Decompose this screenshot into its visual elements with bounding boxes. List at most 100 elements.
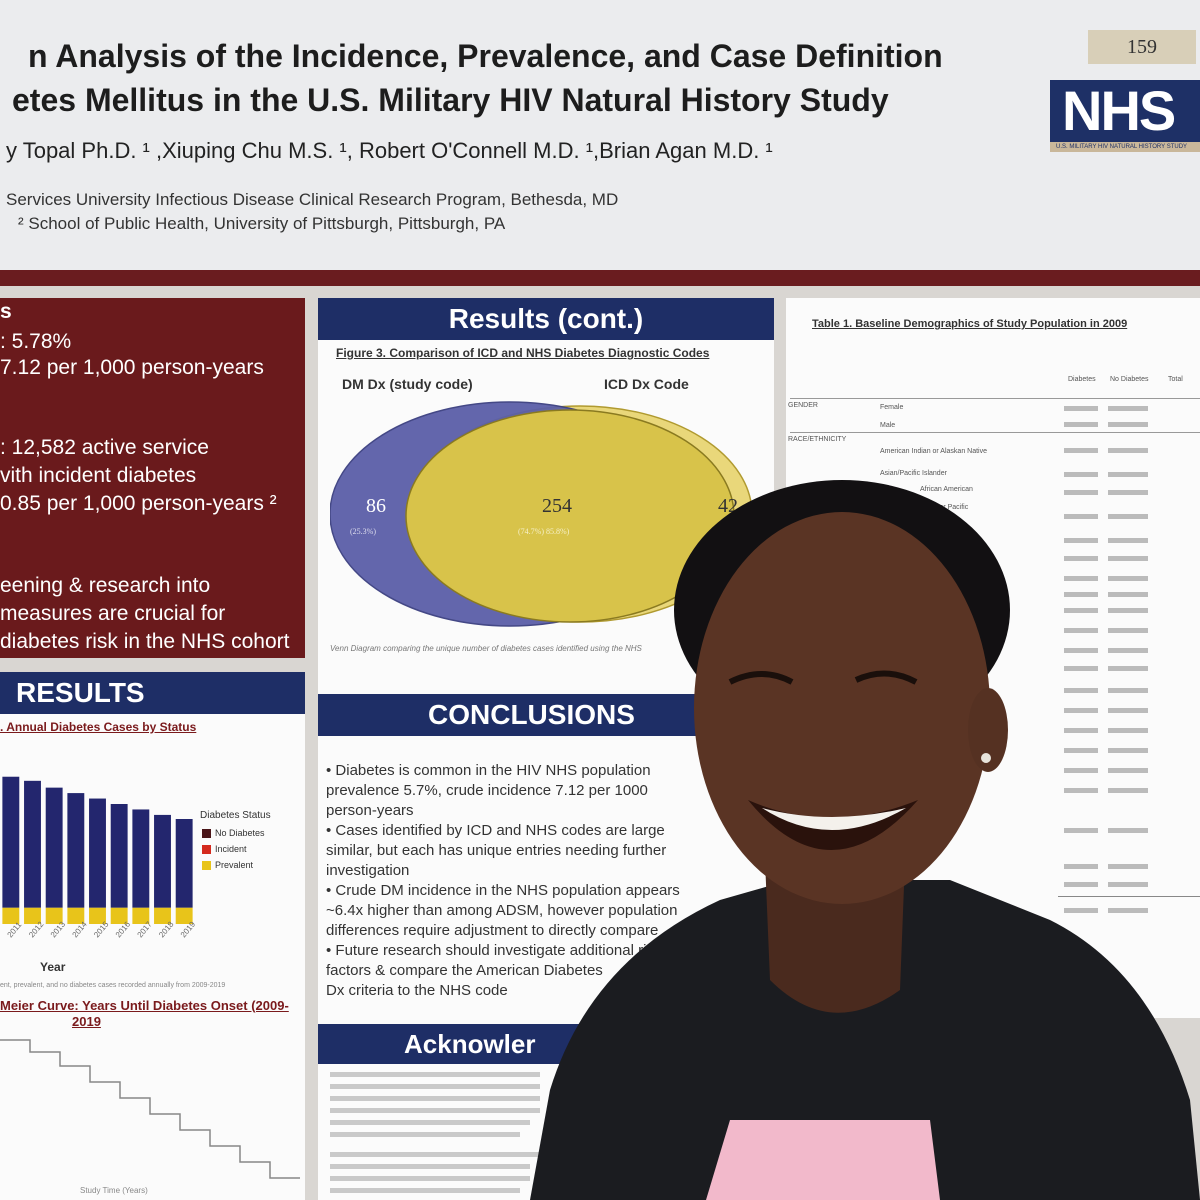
ack-text-line xyxy=(330,1072,540,1077)
conclusion-line: • Future research should investigate add… xyxy=(326,942,662,959)
bar-prevalent xyxy=(45,907,63,924)
legend-swatch xyxy=(202,860,211,870)
bar-prevalent xyxy=(132,907,150,924)
bar-prevalent xyxy=(154,907,171,924)
poster-title-line2: etes Mellitus in the U.S. Military HIV N… xyxy=(12,82,889,118)
legend-item: No Diabetes xyxy=(202,828,265,838)
conclusion-line: similar, but each has unique entries nee… xyxy=(326,842,667,859)
conclusion-line: • Crude DM incidence in the NHS populati… xyxy=(326,882,680,899)
annual-cases-bar-chart: 2011 2012 2013 2014 2015 2016 2017 2018 2019 xyxy=(2,776,195,939)
figure3-title: Figure 3. Comparison of ICD and NHS Diab… xyxy=(336,346,710,360)
bar-no-diabetes xyxy=(89,798,106,908)
person-jacket xyxy=(530,880,1200,1200)
legend-swatch xyxy=(202,828,211,838)
summary-line: measures are crucial for xyxy=(0,602,226,625)
table-rule xyxy=(1058,896,1200,897)
person-face xyxy=(694,512,990,904)
legend-label: No Diabetes xyxy=(215,828,265,838)
venn-caption: Venn Diagram comparing the unique number… xyxy=(330,644,642,653)
venn-left-pct: (25.3%) xyxy=(350,527,376,536)
km-curve-title: Meier Curve: Years Until Diabetes Onset … xyxy=(0,998,289,1013)
table-values xyxy=(1058,406,1200,913)
bar-no-diabetes xyxy=(2,776,20,908)
poster-header xyxy=(0,0,1200,272)
legend-swatch xyxy=(202,844,211,854)
bar-no-diabetes xyxy=(154,814,171,908)
results-cont-heading: Results (cont.) xyxy=(318,298,774,340)
nhs-logo-text: NHS xyxy=(1050,80,1200,142)
summary-line: s xyxy=(0,300,12,323)
conclusion-line: prevalence 5.7%, crude incidence 7.12 pe… xyxy=(326,782,648,799)
conclusion-line: person-years xyxy=(326,802,414,819)
board-number-tag: 159 xyxy=(1088,30,1196,64)
table-row-label: Asian/Pacific Islander xyxy=(880,470,947,477)
ack-text-line xyxy=(330,1120,530,1125)
summary-line: 7.12 per 1,000 person-years xyxy=(0,356,264,379)
km-step-line xyxy=(0,1039,300,1179)
person-ear xyxy=(968,688,1008,772)
poster-affiliation-2: ² School of Public Health, University of… xyxy=(18,214,506,233)
ack-text-line xyxy=(330,1132,520,1137)
ack-text-line xyxy=(330,1188,520,1193)
venn-left-count: 86 xyxy=(366,495,386,517)
ack-text-line xyxy=(330,1152,540,1157)
table-col-header: Diabetes xyxy=(1068,376,1096,383)
table-rule xyxy=(790,398,1200,399)
ack-text-line xyxy=(330,1096,540,1101)
person-eye-right xyxy=(854,670,918,685)
conclusion-line: investigation xyxy=(326,862,410,879)
bar-prevalent xyxy=(2,907,20,924)
legend-item: Prevalent xyxy=(202,860,253,870)
venn-overlap-pct: (74.7%) 85.8%) xyxy=(518,527,570,536)
table-value-marks xyxy=(1064,406,1148,913)
annual-cases-figure-title: . Annual Diabetes Cases by Status xyxy=(0,720,197,734)
ack-text-line xyxy=(330,1084,540,1089)
conclusion-line: factors & compare the American Diabetes xyxy=(326,962,603,979)
poster-affiliation-1: Services University Infectious Disease C… xyxy=(6,190,619,209)
summary-line: 0.85 per 1,000 person-years ² xyxy=(0,492,277,515)
person-photo xyxy=(530,480,1200,1200)
bar-prevalent xyxy=(67,907,85,924)
conclusion-line: ~6.4x higher than among ADSM, however po… xyxy=(326,902,678,919)
header-divider xyxy=(0,270,1200,286)
km-x-label: Study Time (Years) xyxy=(80,1186,148,1195)
results-heading: RESULTS xyxy=(0,672,305,714)
results-panel xyxy=(0,672,305,1200)
table-col-header: Total xyxy=(1168,376,1183,383)
ack-text-line xyxy=(330,1176,530,1181)
bar-prevalent xyxy=(110,907,128,924)
table-row-label: Male xyxy=(880,422,896,429)
venn-right-label: ICD Dx Code xyxy=(604,376,689,392)
km-curve-chart xyxy=(0,1039,300,1179)
summary-line: diabetes risk in the NHS cohort xyxy=(0,630,290,653)
table-row-label: American Indian or Alaskan Native xyxy=(880,448,987,455)
bar-chart-x-label: Year xyxy=(40,960,66,974)
summary-line: : 5.78% xyxy=(0,330,72,353)
earring-icon xyxy=(981,753,991,763)
summary-line: : 12,582 active service xyxy=(0,436,209,459)
conclusion-line: Dx criteria to the NHS code xyxy=(326,982,508,999)
nhs-logo-tagline: U.S. MILITARY HIV NATURAL HISTORY STUDY xyxy=(1050,142,1200,152)
ack-text-line xyxy=(330,1164,530,1169)
ack-text-line xyxy=(330,1108,540,1113)
venn-overlap-count: 254 xyxy=(542,495,572,517)
conclusion-line: • Cases identified by ICD and NHS codes … xyxy=(326,822,665,839)
bar-prevalent xyxy=(175,907,193,924)
bar-no-diabetes xyxy=(45,787,63,908)
venn-diagram: 86 (25.3%) 254 (74.7%) 85.8%) 42 xyxy=(330,401,753,627)
bar-prevalent xyxy=(24,907,41,924)
summary-line: vith incident diabetes xyxy=(0,464,197,487)
table-row-label: RACE/ETHNICITY xyxy=(788,436,847,443)
legend-item: Incident xyxy=(202,844,247,854)
conclusion-line: differences require adjustment to direct… xyxy=(326,922,659,939)
summary-box: s : 5.78% 7.12 per 1,000 person-years : … xyxy=(0,298,305,658)
table-col-header: No Diabetes xyxy=(1110,376,1149,383)
table1-title: Table 1. Baseline Demographics of Study … xyxy=(812,318,1128,330)
summary-line: eening & research into xyxy=(0,574,211,597)
table-row-label: Female xyxy=(880,404,904,411)
legend-title: Diabetes Status xyxy=(200,810,271,821)
table-row-label: GENDER xyxy=(788,402,818,409)
legend-label: Prevalent xyxy=(215,860,254,870)
bar-no-diabetes xyxy=(24,780,41,908)
person-blouse xyxy=(706,1120,940,1200)
